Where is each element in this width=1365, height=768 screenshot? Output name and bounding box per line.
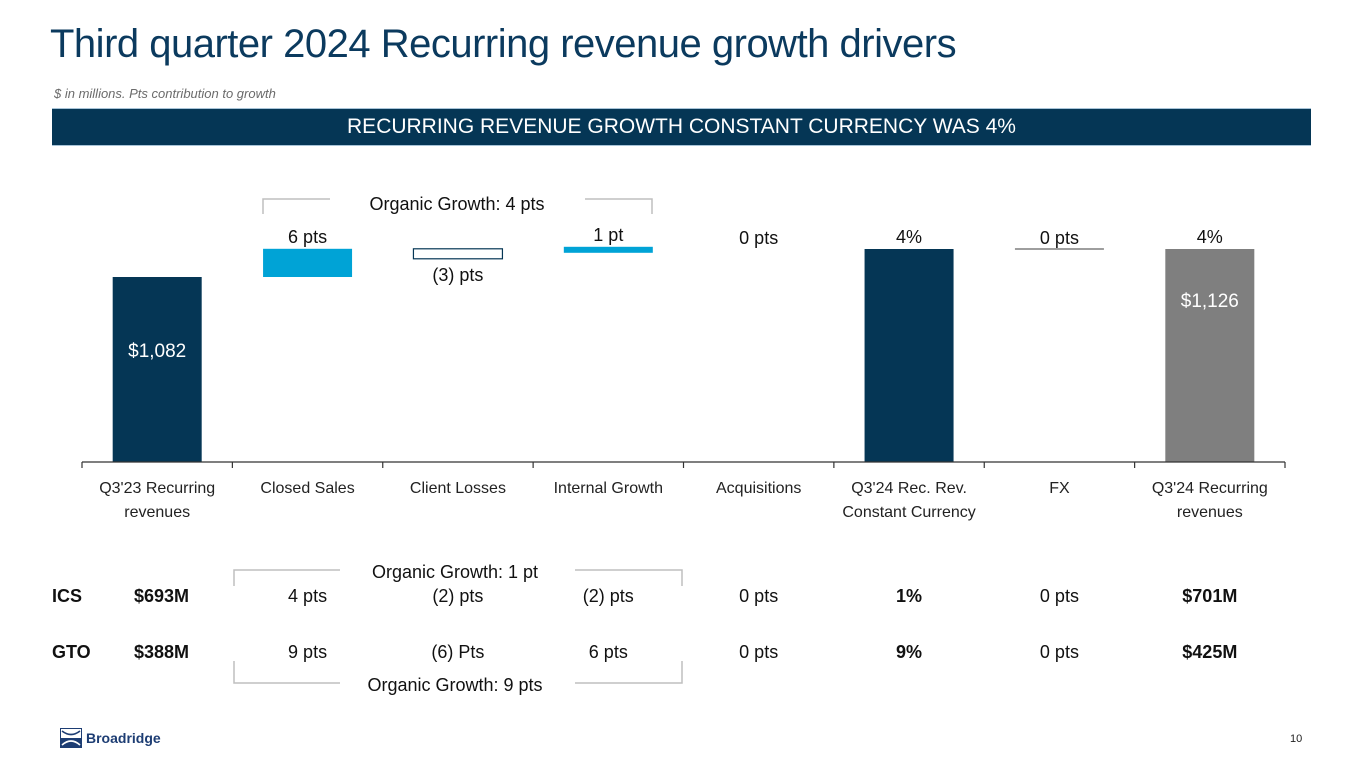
logo-text: Broadridge — [86, 730, 161, 746]
segment-value: (2) pts — [432, 586, 484, 606]
segment-name: GTO — [52, 642, 91, 662]
organic-growth-bracket: Organic Growth: 4 pts — [262, 194, 653, 214]
bar-total-5 — [864, 249, 954, 462]
page-number: 10 — [1290, 733, 1303, 745]
x-tick-label: revenues — [1177, 504, 1243, 521]
segment-value: (2) pts — [582, 586, 634, 606]
x-tick-label: Client Losses — [410, 480, 506, 497]
x-tick-label: Q3'24 Recurring — [1152, 480, 1268, 497]
segment-base-revenue: $693M — [134, 586, 190, 606]
segment-value: 0 pts — [739, 642, 779, 662]
bar-total-7 — [1165, 249, 1255, 462]
bracket-right — [585, 198, 653, 214]
x-tick-label: Closed Sales — [260, 480, 354, 497]
segment-value: 0 pts — [1039, 642, 1079, 662]
x-tick-label: Acquisitions — [716, 480, 801, 497]
slide-subtitle: $ in millions. Pts contribution to growt… — [54, 86, 276, 101]
segment-name: ICS — [52, 586, 83, 606]
segment-value: 0 pts — [739, 586, 779, 606]
bar-client-losses — [412, 248, 504, 260]
organic-growth-label: Organic Growth: 4 pts — [369, 194, 544, 214]
segment-value: 6 pts — [588, 642, 628, 662]
segment-value: 1% — [896, 586, 923, 606]
broadridge-logo-icon — [60, 728, 82, 748]
bar-start-total — [112, 277, 202, 462]
segment-value: $701M — [1182, 586, 1238, 606]
segment-base-revenue: $388M — [134, 642, 190, 662]
bar-label: 1 pt — [593, 225, 623, 245]
broadridge-logo: Broadridge — [60, 728, 161, 748]
segment-value: $425M — [1182, 642, 1238, 662]
segment-value: (6) Pts — [431, 642, 485, 662]
x-tick-label: Q3'24 Rec. Rev. — [851, 480, 967, 497]
bar-label: 4% — [896, 227, 922, 247]
segment-value: 9% — [896, 642, 923, 662]
bar-label: 0 pts — [739, 228, 778, 248]
segment-value: 0 pts — [1039, 586, 1079, 606]
bar-internal-growth — [563, 246, 653, 253]
x-tick-label: Q3'23 Recurring — [99, 480, 215, 497]
headline-banner: RECURRING REVENUE GROWTH CONSTANT CURREN… — [52, 108, 1311, 146]
bar-closed-sales — [263, 248, 353, 277]
bracket-left — [262, 198, 330, 214]
segment-value: 4 pts — [288, 586, 328, 606]
x-tick-label: Internal Growth — [554, 480, 663, 497]
bar-label: 0 pts — [1040, 228, 1079, 248]
bar-label: (3) pts — [432, 265, 483, 285]
segment-value: 9 pts — [288, 642, 328, 662]
x-tick-label: FX — [1049, 480, 1070, 497]
bar-inner-value: $1,082 — [128, 341, 186, 362]
bar-label: 4% — [1197, 227, 1223, 247]
bar-inner-value: $1,126 — [1181, 291, 1239, 312]
bar-label: 6 pts — [288, 227, 327, 247]
x-tick-label: Constant Currency — [842, 504, 975, 521]
x-tick-label: revenues — [124, 504, 190, 521]
slide-title: Third quarter 2024 Recurring revenue gro… — [50, 22, 957, 66]
